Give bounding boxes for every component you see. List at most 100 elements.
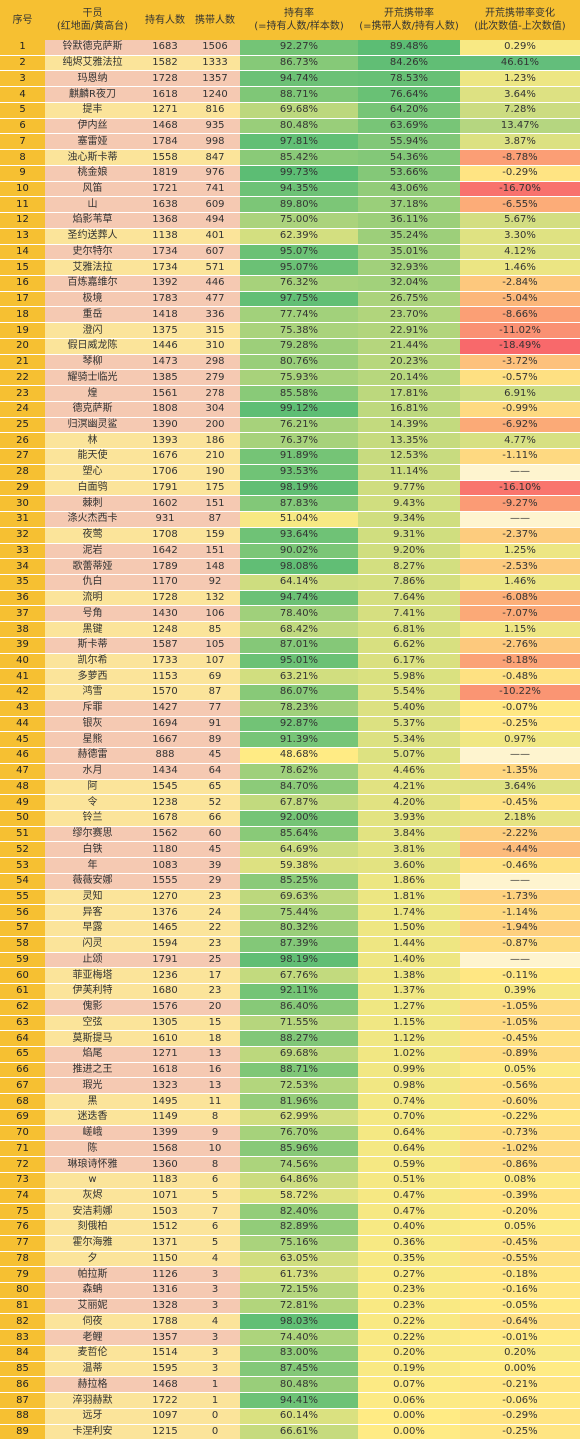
operator-name-cell: 麦哲伦 <box>45 1345 140 1362</box>
holders-cell: 1594 <box>140 936 190 953</box>
table-row: 79 帕拉斯 1126 3 61.73% 0.27% -0.18% <box>0 1266 580 1284</box>
carriers-cell: 87 <box>190 684 240 701</box>
carriers-cell: 151 <box>190 543 240 560</box>
change-cell: -6.08% <box>460 590 580 607</box>
holders-cell: 1683 <box>140 40 190 56</box>
table-row: 37 号角 1430 106 78.40% 7.41% -7.07% <box>0 605 580 623</box>
holders-cell: 1126 <box>140 1266 190 1284</box>
carriers-cell: 20 <box>190 999 240 1016</box>
carry-rate-cell: 20.23% <box>358 354 460 371</box>
change-cell: -1.05% <box>460 1015 580 1032</box>
change-cell: 13.47% <box>460 118 580 135</box>
change-cell: -6.55% <box>460 196 580 214</box>
carry-rate-cell: 9.20% <box>358 543 460 560</box>
holders-cell: 1434 <box>140 763 190 780</box>
index-cell: 71 <box>0 1140 45 1158</box>
header-carry-rate-sub: (=携带人数/持有人数) <box>359 21 459 32</box>
table-row: 87 淬羽赫默 1722 1 94.41% 0.06% -0.06% <box>0 1392 580 1409</box>
carriers-cell: 9 <box>190 1125 240 1142</box>
operator-name-cell: 年 <box>45 857 140 874</box>
index-cell: 70 <box>0 1125 45 1142</box>
change-cell: -1.35% <box>460 763 580 780</box>
carry-rate-cell: 0.51% <box>358 1172 460 1189</box>
carriers-cell: 45 <box>190 841 240 859</box>
operator-name-cell: 斯卡蒂 <box>45 637 140 654</box>
holders-cell: 1270 <box>140 889 190 906</box>
holders-cell: 1694 <box>140 716 190 733</box>
carriers-cell: 1240 <box>190 86 240 103</box>
operator-name-cell: 麒麟R夜刀 <box>45 86 140 103</box>
index-cell: 44 <box>0 716 45 733</box>
index-cell: 6 <box>0 118 45 135</box>
operator-name-cell: 泥岩 <box>45 543 140 560</box>
index-cell: 29 <box>0 480 45 497</box>
table-row: 40 凯尔希 1733 107 95.01% 6.17% -8.18% <box>0 653 580 670</box>
table-row: 25 归溟幽灵鲨 1390 200 76.21% 14.39% -6.92% <box>0 417 580 434</box>
carriers-cell: 148 <box>190 558 240 575</box>
holders-cell: 1503 <box>140 1203 190 1221</box>
hold-rate-cell: 92.27% <box>240 40 358 56</box>
holders-cell: 1733 <box>140 653 190 670</box>
operator-name-cell: 黑 <box>45 1093 140 1110</box>
carriers-cell: 106 <box>190 605 240 623</box>
change-cell: 0.00% <box>460 1361 580 1378</box>
change-cell: 1.23% <box>460 70 580 88</box>
table-row: 89 卡涅利安 1215 0 66.61% 0.00% -0.25% <box>0 1424 580 1440</box>
table-row: 82 伺夜 1788 4 98.03% 0.22% -0.64% <box>0 1313 580 1331</box>
carriers-cell: 1357 <box>190 70 240 88</box>
carriers-cell: 3 <box>190 1266 240 1284</box>
operator-name-cell: 涤火杰西卡 <box>45 511 140 528</box>
carriers-cell: 1506 <box>190 40 240 56</box>
carriers-cell: 159 <box>190 527 240 544</box>
carry-rate-cell: 1.27% <box>358 999 460 1016</box>
table-row: 38 黑键 1248 85 68.42% 6.81% 1.15% <box>0 621 580 638</box>
change-cell: -1.05% <box>460 999 580 1016</box>
index-cell: 3 <box>0 70 45 88</box>
change-cell: -11.02% <box>460 322 580 339</box>
table-row: 21 琴柳 1473 298 80.76% 20.23% -3.72% <box>0 354 580 371</box>
operator-name-cell: 澄闪 <box>45 322 140 339</box>
index-cell: 22 <box>0 369 45 387</box>
hold-rate-cell: 89.80% <box>240 196 358 214</box>
change-cell: —— <box>460 747 580 764</box>
table-row: 59 止颂 1791 25 98.19% 1.40% —— <box>0 952 580 969</box>
table-row: 73 w 1183 6 64.86% 0.51% 0.08% <box>0 1172 580 1189</box>
index-cell: 37 <box>0 605 45 623</box>
carriers-cell: 210 <box>190 448 240 465</box>
header-operator-title: 干员 <box>82 8 103 19</box>
carry-rate-cell: 4.46% <box>358 763 460 780</box>
table-row: 68 黑 1495 11 81.96% 0.74% -0.60% <box>0 1093 580 1110</box>
operator-name-cell: 灰烬 <box>45 1188 140 1205</box>
carry-rate-cell: 0.23% <box>358 1298 460 1315</box>
index-cell: 1 <box>0 40 45 56</box>
hold-rate-cell: 88.71% <box>240 86 358 103</box>
change-cell: -1.11% <box>460 448 580 465</box>
holders-cell: 1734 <box>140 244 190 261</box>
carriers-cell: 65 <box>190 779 240 796</box>
change-cell: 1.15% <box>460 621 580 638</box>
carry-rate-cell: 0.27% <box>358 1266 460 1284</box>
index-cell: 51 <box>0 826 45 843</box>
table-row: 51 缪尔赛思 1562 60 85.64% 3.84% -2.22% <box>0 826 580 843</box>
holders-cell: 1562 <box>140 826 190 843</box>
carriers-cell: 91 <box>190 716 240 733</box>
change-cell: -10.22% <box>460 684 580 701</box>
change-cell: —— <box>460 873 580 890</box>
change-cell: -0.60% <box>460 1093 580 1110</box>
hold-rate-cell: 69.63% <box>240 889 358 906</box>
index-cell: 9 <box>0 165 45 182</box>
hold-rate-cell: 85.25% <box>240 873 358 890</box>
carry-rate-cell: 1.44% <box>358 936 460 953</box>
hold-rate-cell: 85.58% <box>240 385 358 402</box>
index-cell: 23 <box>0 385 45 402</box>
carry-rate-cell: 1.12% <box>358 1030 460 1047</box>
carriers-cell: 60 <box>190 826 240 843</box>
change-cell: -0.99% <box>460 401 580 418</box>
index-cell: 11 <box>0 196 45 214</box>
index-cell: 26 <box>0 432 45 450</box>
change-cell: 0.05% <box>460 1062 580 1079</box>
operator-name-cell: 假日威龙陈 <box>45 338 140 355</box>
table-row: 56 异客 1376 24 75.44% 1.74% -1.14% <box>0 904 580 922</box>
carry-rate-cell: 0.64% <box>358 1125 460 1142</box>
holders-cell: 1248 <box>140 621 190 638</box>
